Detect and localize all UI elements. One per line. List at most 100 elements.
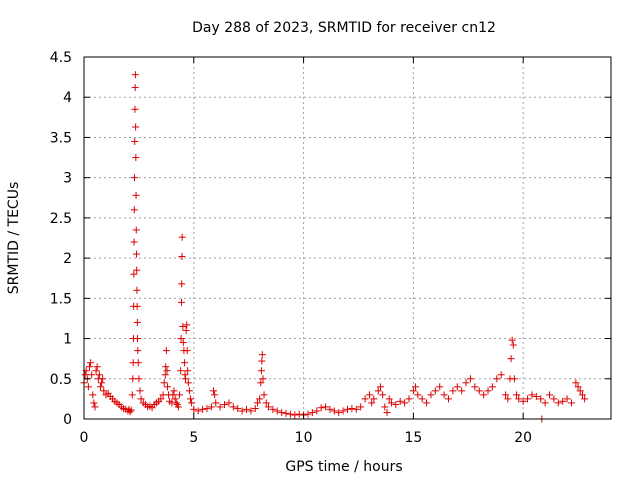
data-point <box>84 383 92 391</box>
x-tick-label: 20 <box>514 430 532 446</box>
data-point <box>177 298 185 306</box>
data-point <box>515 395 523 403</box>
y-tick-label: 1.5 <box>50 291 72 307</box>
data-point <box>330 407 338 415</box>
data-point <box>414 391 422 399</box>
data-point <box>91 403 99 411</box>
data-point <box>550 395 558 403</box>
data-point <box>238 407 246 415</box>
data-point <box>385 395 393 403</box>
data-point <box>574 383 582 391</box>
y-tick-label: 4.5 <box>50 50 72 66</box>
x-tick-label: 0 <box>80 430 89 446</box>
data-point <box>128 391 136 399</box>
data-point <box>361 395 369 403</box>
y-axis-label: SRMTID / TECUs <box>6 182 22 295</box>
data-point <box>405 395 413 403</box>
data-point <box>130 238 138 246</box>
x-tick-label: 15 <box>404 430 422 446</box>
data-point <box>182 327 190 335</box>
data-point <box>471 383 479 391</box>
data-point <box>258 351 266 359</box>
data-point <box>161 371 169 379</box>
data-point <box>513 391 521 399</box>
chart-title: Day 288 of 2023, SRMTID for receiver cn1… <box>192 20 496 36</box>
data-point <box>176 391 184 399</box>
data-points <box>80 71 589 423</box>
plot-frame <box>83 56 612 420</box>
data-point <box>171 395 179 403</box>
data-point <box>131 84 139 92</box>
grid <box>84 57 611 419</box>
data-point <box>409 387 417 395</box>
data-point <box>177 335 185 343</box>
data-point <box>157 395 165 403</box>
data-point <box>179 322 187 330</box>
data-point <box>92 367 100 375</box>
data-point <box>458 387 466 395</box>
data-point <box>449 387 457 395</box>
data-point <box>133 266 141 274</box>
data-point <box>100 387 108 395</box>
data-point <box>127 406 135 414</box>
data-point <box>462 379 470 387</box>
y-tick-label: 2 <box>63 251 72 267</box>
data-point <box>133 318 141 326</box>
data-point <box>352 405 360 413</box>
data-point <box>387 399 395 407</box>
data-point <box>418 395 426 403</box>
data-point <box>374 387 382 395</box>
data-point <box>304 410 312 418</box>
data-point <box>383 409 391 417</box>
data-point <box>172 399 180 407</box>
data-point <box>524 395 532 403</box>
data-point <box>137 395 145 403</box>
data-point <box>132 154 140 162</box>
data-point <box>256 395 264 403</box>
data-point <box>286 410 294 418</box>
data-point <box>188 399 196 407</box>
data-point <box>203 405 211 413</box>
data-point <box>502 391 510 399</box>
data-point <box>162 347 170 355</box>
data-point <box>519 397 527 405</box>
data-point <box>129 375 137 383</box>
tick-labels: 0 0.5 1 1.5 2 2.5 3 3.5 4 4.5 0 5 10 15 20 <box>50 50 532 446</box>
data-point <box>186 395 194 403</box>
y-tick-label: 2.5 <box>50 211 72 227</box>
data-point <box>93 363 101 371</box>
data-point <box>581 395 589 403</box>
data-point <box>185 387 193 395</box>
data-point <box>572 379 580 387</box>
x-tick-label: 10 <box>295 430 313 446</box>
data-point <box>211 391 219 399</box>
data-point <box>507 355 515 363</box>
y-tick-label: 3 <box>63 171 72 187</box>
data-point <box>130 206 138 214</box>
data-point <box>260 391 268 399</box>
data-point <box>126 408 134 416</box>
y-tick-label: 4 <box>63 90 72 106</box>
data-point <box>488 383 496 391</box>
data-point <box>541 399 549 407</box>
data-point <box>136 387 144 395</box>
data-point <box>466 375 474 383</box>
data-point <box>160 379 168 387</box>
data-point <box>87 359 95 367</box>
data-point <box>262 399 270 407</box>
data-point <box>291 411 299 419</box>
data-point <box>178 253 186 261</box>
data-point <box>174 403 182 411</box>
data-point <box>210 387 218 395</box>
data-point <box>436 383 444 391</box>
axis-ticks <box>83 56 611 420</box>
data-point <box>335 409 343 417</box>
data-point <box>216 403 224 411</box>
data-point <box>132 123 140 131</box>
x-tick-label: 5 <box>189 430 198 446</box>
data-point <box>132 191 140 199</box>
data-point <box>326 405 334 413</box>
data-point <box>225 399 233 407</box>
data-point <box>475 387 483 395</box>
data-point <box>431 387 439 395</box>
